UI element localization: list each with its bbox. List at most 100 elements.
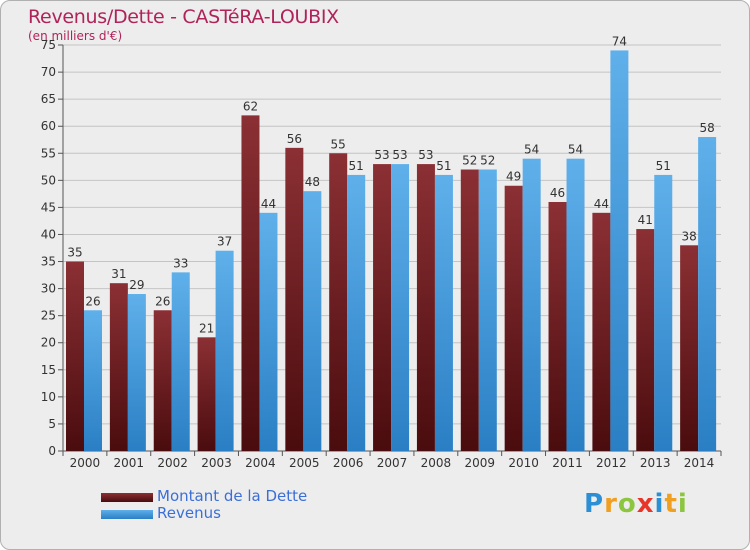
bar-dette [329, 153, 348, 451]
data-label-dette: 26 [155, 294, 170, 308]
bar-revenus [259, 212, 278, 451]
x-tick-label: 2012 [596, 456, 627, 470]
data-label-revenus: 51 [656, 159, 671, 173]
data-label-dette: 55 [331, 137, 346, 151]
x-tick-label: 2005 [289, 456, 320, 470]
bar-revenus [610, 50, 629, 452]
bar-revenus [654, 174, 673, 452]
bar-dette [636, 229, 655, 451]
x-tick-label: 2003 [201, 456, 232, 470]
y-tick-label: 70 [41, 65, 56, 79]
y-tick-label: 65 [41, 92, 56, 106]
bar-dette [285, 147, 304, 451]
y-tick-label: 20 [41, 336, 56, 350]
bar-revenus [566, 158, 585, 451]
bar-revenus [522, 158, 541, 451]
bar-revenus [303, 191, 322, 451]
x-tick-label: 2008 [421, 456, 452, 470]
y-tick-label: 15 [41, 363, 56, 377]
data-label-dette: 44 [594, 197, 609, 211]
x-tick-label: 2002 [157, 456, 188, 470]
data-label-revenus: 74 [612, 34, 627, 48]
bar-dette [460, 169, 479, 452]
legend-swatch-dette [101, 493, 153, 502]
data-label-revenus: 53 [392, 148, 407, 162]
data-label-dette: 52 [462, 154, 477, 168]
data-label-revenus: 54 [568, 143, 583, 157]
x-tick-label: 2014 [684, 456, 715, 470]
x-tick-label: 2001 [114, 456, 145, 470]
legend-label-dette: Montant de la Dette [157, 487, 308, 505]
data-label-revenus: 44 [261, 197, 276, 211]
bar-revenus [391, 164, 410, 452]
data-label-revenus: 29 [129, 278, 144, 292]
data-label-revenus: 58 [699, 121, 714, 135]
x-tick-label: 2011 [552, 456, 583, 470]
data-label-dette: 21 [199, 321, 214, 335]
bar-revenus [434, 174, 453, 452]
data-label-dette: 62 [243, 99, 258, 113]
y-tick-label: 5 [48, 417, 56, 431]
bar-dette [241, 115, 260, 451]
x-tick-label: 2013 [640, 456, 671, 470]
data-label-dette: 49 [506, 170, 521, 184]
bar-dette [197, 337, 216, 451]
data-label-dette: 31 [111, 267, 126, 281]
bar-dette [504, 185, 523, 451]
y-tick-label: 10 [41, 390, 56, 404]
x-tick-label: 2007 [377, 456, 408, 470]
bar-revenus [478, 169, 497, 452]
data-label-revenus: 33 [173, 256, 188, 270]
data-label-revenus: 52 [480, 154, 495, 168]
data-label-dette: 53 [374, 148, 389, 162]
bar-dette [592, 212, 611, 451]
bar-dette [416, 164, 435, 452]
x-tick-label: 2010 [508, 456, 539, 470]
bar-revenus [171, 272, 190, 451]
data-label-revenus: 54 [524, 143, 539, 157]
proxiti-logo: Proxiti [584, 489, 688, 519]
y-tick-label: 40 [41, 227, 56, 241]
y-tick-label: 75 [41, 38, 56, 52]
y-tick-label: 55 [41, 146, 56, 160]
bar-revenus [127, 294, 146, 451]
chart-title: Revenus/Dette - CASTéRA-LOUBIX [28, 6, 339, 28]
legend-swatch-revenus [101, 510, 153, 519]
bar-dette [66, 261, 84, 451]
bar-revenus [84, 310, 102, 451]
bar-dette [373, 164, 392, 452]
y-tick-label: 60 [41, 119, 56, 133]
data-label-dette: 35 [67, 246, 82, 260]
bar-revenus [347, 174, 366, 452]
data-label-revenus: 26 [85, 294, 100, 308]
data-label-dette: 38 [681, 229, 696, 243]
data-label-dette: 53 [418, 148, 433, 162]
bar-dette [548, 201, 567, 451]
x-tick-label: 2006 [333, 456, 364, 470]
data-label-dette: 56 [287, 132, 302, 146]
bar-revenus [698, 137, 717, 451]
x-tick-label: 2004 [245, 456, 276, 470]
data-label-revenus: 48 [305, 175, 320, 189]
y-tick-label: 35 [41, 255, 56, 269]
data-label-dette: 46 [550, 186, 565, 200]
data-label-revenus: 51 [436, 159, 451, 173]
bar-revenus [215, 250, 234, 451]
y-tick-label: 25 [41, 309, 56, 323]
bars [66, 50, 717, 452]
bar-dette [680, 245, 699, 451]
data-label-revenus: 51 [349, 159, 364, 173]
y-tick-label: 30 [41, 282, 56, 296]
bar-dette [153, 310, 172, 451]
y-tick-label: 45 [41, 200, 56, 214]
x-tick-label: 2009 [464, 456, 495, 470]
legend-label-revenus: Revenus [157, 504, 221, 522]
chart-subtitle: (en milliers d'€) [28, 29, 123, 43]
y-tick-label: 0 [48, 444, 56, 458]
y-tick-label: 50 [41, 173, 56, 187]
bar-dette [109, 283, 128, 451]
data-label-dette: 41 [638, 213, 653, 227]
x-tick-label: 2000 [70, 456, 101, 470]
